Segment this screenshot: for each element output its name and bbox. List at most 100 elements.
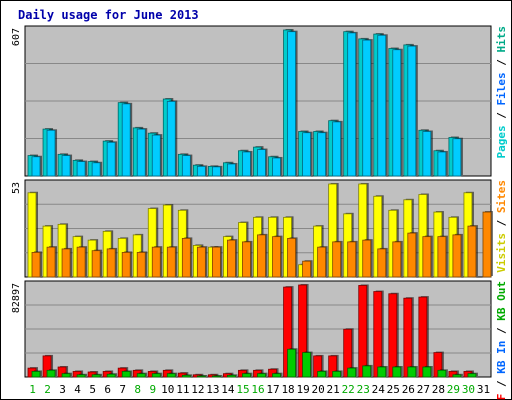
x-tick-label-21: 21 bbox=[327, 383, 340, 396]
bar-sites-29 bbox=[452, 234, 462, 278]
legend-entry: Files bbox=[495, 72, 508, 105]
bar-sites-12 bbox=[196, 246, 206, 278]
bar-sites-19 bbox=[302, 260, 311, 278]
bar-files-1 bbox=[31, 156, 41, 177]
bar-kb-out-9 bbox=[151, 373, 161, 378]
bar-shadow-kb-out bbox=[199, 375, 208, 376]
bar-files-11 bbox=[181, 155, 191, 177]
bar-sites-28 bbox=[437, 236, 447, 278]
bar-files-27 bbox=[422, 131, 432, 177]
bar-sites-3 bbox=[61, 248, 71, 278]
bar-sites-20 bbox=[317, 246, 327, 278]
panel-visits-max-label: 53 bbox=[11, 182, 22, 194]
panel-visits-legend: Visits / Sites bbox=[495, 180, 508, 273]
bar-files-28 bbox=[437, 151, 447, 177]
bar-kb-out-30 bbox=[467, 373, 477, 378]
bar-kb-out-19 bbox=[302, 352, 311, 378]
bar-kb-out-17 bbox=[272, 373, 281, 378]
x-tick-label-7: 7 bbox=[119, 383, 126, 396]
panel-hits-legend: Pages / Files / Hits bbox=[495, 26, 508, 159]
legend-entry: / bbox=[495, 106, 508, 126]
bar-files-17 bbox=[272, 157, 281, 177]
bar-sites-21 bbox=[332, 241, 342, 278]
bar-sites-24 bbox=[377, 248, 387, 278]
bar-kb-out-7 bbox=[121, 371, 131, 378]
bar-files-18 bbox=[287, 31, 296, 177]
bar-kb-out-16 bbox=[257, 373, 266, 378]
bar-sites-18 bbox=[287, 237, 296, 278]
bar-sites-10 bbox=[166, 246, 176, 278]
bar-sites-25 bbox=[392, 241, 402, 278]
bar-files-16 bbox=[257, 149, 266, 177]
bar-files-9 bbox=[151, 134, 161, 177]
x-tick-label-1: 1 bbox=[29, 383, 36, 396]
bar-kb-out-29 bbox=[452, 374, 462, 378]
bar-sites-14 bbox=[227, 239, 236, 278]
bar-kb-out-24 bbox=[377, 366, 387, 378]
legend-entry: KB Out bbox=[495, 281, 508, 321]
x-tick-label-5: 5 bbox=[89, 383, 96, 396]
bar-kb-out-26 bbox=[407, 366, 417, 378]
bar-kb-out-3 bbox=[61, 373, 71, 378]
bar-sites-22 bbox=[347, 241, 357, 278]
bar-kb-out-2 bbox=[46, 369, 56, 378]
bar-sites-31 bbox=[482, 211, 492, 278]
bar-kb-out-27 bbox=[422, 366, 432, 378]
bar-kb-out-23 bbox=[362, 365, 372, 378]
x-tick-label-23: 23 bbox=[357, 383, 370, 396]
bar-kb-out-1 bbox=[31, 371, 41, 378]
panel-kbytes-max-label: 82897 bbox=[11, 283, 22, 313]
bar-kb-out-10 bbox=[166, 373, 176, 378]
x-tick-label-14: 14 bbox=[221, 383, 235, 396]
bar-sites-8 bbox=[136, 252, 146, 278]
legend-entry: / bbox=[495, 53, 508, 73]
bar-kb-f-23 bbox=[358, 285, 368, 378]
x-tick-label-15: 15 bbox=[236, 383, 249, 396]
x-tick-label-22: 22 bbox=[342, 383, 355, 396]
x-tick-label-28: 28 bbox=[432, 383, 445, 396]
bar-files-26 bbox=[407, 45, 417, 177]
x-tick-label-18: 18 bbox=[281, 383, 294, 396]
x-tick-label-4: 4 bbox=[74, 383, 81, 396]
bar-sites-26 bbox=[407, 232, 417, 278]
x-tick-label-26: 26 bbox=[402, 383, 415, 396]
panel-kbytes-legend: KB F / KB In / KB Out bbox=[495, 281, 508, 400]
x-tick-label-24: 24 bbox=[372, 383, 386, 396]
bar-files-6 bbox=[106, 141, 116, 177]
x-tick-label-13: 13 bbox=[206, 383, 219, 396]
bar-kb-out-25 bbox=[392, 366, 402, 378]
bar-sites-6 bbox=[106, 248, 116, 278]
bar-files-19 bbox=[302, 132, 311, 177]
bar-sites-5 bbox=[91, 250, 101, 278]
legend-entry: Pages bbox=[495, 125, 508, 158]
x-tick-label-6: 6 bbox=[104, 383, 111, 396]
bar-sites-7 bbox=[121, 252, 131, 278]
bar-files-13 bbox=[211, 166, 221, 177]
legend-entry: KB In bbox=[495, 341, 508, 374]
bar-sites-27 bbox=[422, 236, 432, 278]
x-tick-label-9: 9 bbox=[149, 383, 156, 396]
bar-files-24 bbox=[377, 34, 387, 177]
bar-kb-out-5 bbox=[91, 374, 101, 378]
legend-entry: Hits bbox=[495, 26, 508, 53]
bar-files-5 bbox=[91, 162, 101, 177]
bar-files-3 bbox=[61, 155, 71, 177]
x-tick-label-27: 27 bbox=[417, 383, 430, 396]
bar-files-12 bbox=[196, 165, 206, 177]
x-tick-label-3: 3 bbox=[59, 383, 66, 396]
x-tick-label-29: 29 bbox=[447, 383, 460, 396]
bar-sites-4 bbox=[76, 246, 86, 278]
legend-entry: KB F bbox=[495, 394, 508, 400]
x-tick-label-2: 2 bbox=[44, 383, 51, 396]
bar-kb-f-27 bbox=[418, 296, 428, 378]
bar-kb-out-28 bbox=[437, 369, 447, 378]
bar-kb-out-13 bbox=[211, 375, 221, 378]
bar-files-23 bbox=[362, 39, 372, 177]
bar-files-10 bbox=[166, 101, 176, 177]
bar-sites-23 bbox=[362, 239, 372, 278]
bar-files-21 bbox=[332, 121, 342, 177]
x-tick-label-11: 11 bbox=[176, 383, 189, 396]
bar-kb-out-15 bbox=[242, 373, 251, 378]
bar-kb-out-21 bbox=[332, 371, 342, 378]
